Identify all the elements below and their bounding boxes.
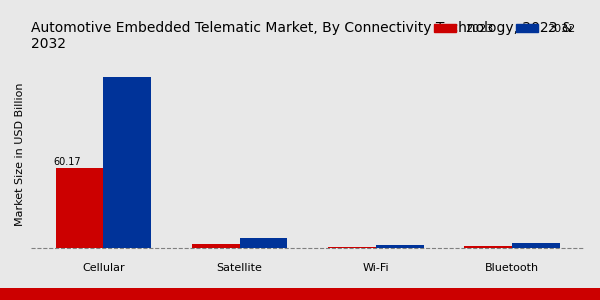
Y-axis label: Market Size in USD Billion: Market Size in USD Billion: [15, 83, 25, 226]
Text: 60.17: 60.17: [53, 157, 81, 166]
Bar: [103, 77, 151, 248]
Text: Automotive Embedded Telematic Market, By Connectivity Technology, 2023 &
2032: Automotive Embedded Telematic Market, By…: [31, 21, 572, 51]
Bar: [328, 247, 376, 248]
Bar: [56, 169, 103, 248]
Legend: 2023, 2032: 2023, 2032: [430, 19, 580, 38]
Bar: [192, 244, 239, 248]
Bar: [239, 238, 287, 247]
Bar: [464, 246, 512, 247]
Bar: [376, 245, 424, 248]
Bar: [512, 243, 560, 248]
